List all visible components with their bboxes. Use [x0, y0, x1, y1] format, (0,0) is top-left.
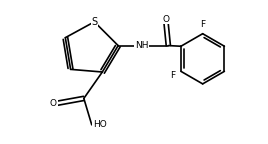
Text: F: F: [200, 20, 205, 29]
Text: HO: HO: [93, 120, 107, 129]
Text: O: O: [162, 15, 169, 24]
Text: S: S: [91, 17, 98, 27]
Text: NH: NH: [135, 41, 149, 50]
Text: F: F: [170, 71, 176, 80]
Text: O: O: [50, 99, 57, 108]
